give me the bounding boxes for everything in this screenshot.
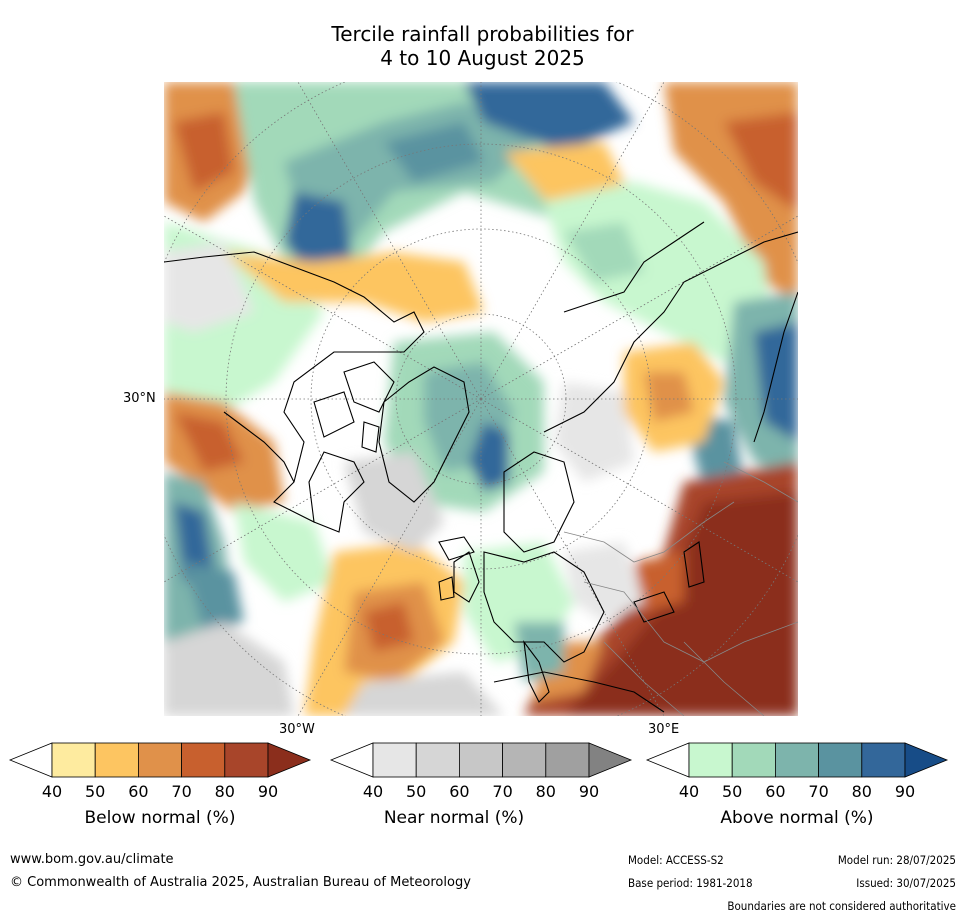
colorbar-near-tick-label: 70 [492,782,513,801]
colorbar-near-svg [329,742,633,778]
colorbar-below-low-arrow [8,742,53,778]
chart-title: Tercile rainfall probabilities for 4 to … [0,22,965,70]
colorbar-below-segment [51,742,96,778]
colorbar-above-tick-label: 70 [808,782,829,801]
forecast-map [164,82,798,716]
ticks-near: 40 50 60 70 80 90 [331,782,631,802]
colorbar-above-segment [731,742,776,778]
colorbar-below-segment [224,742,269,778]
colorbar-above-tick-label: 90 [894,782,916,801]
title-line-2: 4 to 10 August 2025 [380,46,585,70]
colorbar-above-tick-label: 80 [851,782,872,801]
map-svg [164,82,798,716]
colorbar-below-title: Below normal (%) [84,808,236,828]
colorbar-below-normal [8,742,312,779]
graticule [164,82,798,716]
colorbar-above-high-arrow [904,742,949,778]
coastlines [164,221,798,713]
colorbar-near-segment [545,742,590,778]
probability-fields [164,82,798,716]
footer-copyright: © Commonwealth of Australia 2025, Austra… [10,875,471,890]
ticks-above: 40 50 60 70 80 90 [647,782,947,802]
ticks-below: 40 50 60 70 80 90 [10,782,310,802]
footer-base-period: Base period: 1981-2018 [628,876,753,890]
colorbar-below-high-arrow [267,742,312,778]
country-boundaries [563,461,798,716]
colorbar-below-tick-label: 80 [214,782,235,801]
colorbar-above-svg [645,742,949,778]
colorbar-near-tick-label: 50 [406,782,427,801]
colorbar-below-segment [94,742,139,778]
colorbar-near-tick-label: 60 [449,782,470,801]
colorbar-above-segment [818,742,863,778]
colorbar-near-segment [372,742,417,778]
colorbar-near-high-arrow [588,742,633,778]
lon-label-30w: 30°W [279,722,315,737]
footer-disclaimer: Boundaries are not considered authoritat… [727,899,956,913]
colorbar-near-normal [329,742,633,779]
colorbar-below-tick-label: 70 [171,782,192,801]
footer-issued: Issued: 30/07/2025 [856,876,956,890]
colorbar-above-normal [645,742,949,779]
colorbar-below-segment [137,742,182,778]
colorbar-above-tick-label: 40 [678,782,700,801]
colorbar-below-tick-label: 50 [85,782,106,801]
colorbar-below-svg [8,742,312,778]
title-line-1: Tercile rainfall probabilities for [331,22,634,46]
lon-label-30e: 30°E [648,722,680,737]
colorbar-near-low-arrow [329,742,374,778]
colorbar-near-tick-label: 80 [535,782,556,801]
footer-url[interactable]: www.bom.gov.au/climate [10,852,174,867]
footer-model-run: Model run: 28/07/2025 [837,853,956,867]
colorbar-below-tick-label: 40 [41,782,63,801]
colorbar-near-title: Near normal (%) [383,808,525,828]
colorbar-below-segment [181,742,226,778]
colorbar-near-tick-label: 90 [578,782,600,801]
colorbar-near-tick-label: 40 [362,782,384,801]
colorbar-above-tick-label: 50 [722,782,743,801]
colorbar-below-tick-label: 90 [257,782,279,801]
colorbar-above-low-arrow [645,742,690,778]
colorbar-above-segment [688,742,733,778]
colorbar-near-segment [502,742,547,778]
footer-model: Model: ACCESS-S2 [628,853,724,867]
colorbar-above-title: Above normal (%) [720,808,874,828]
colorbar-above-segment [774,742,819,778]
colorbar-above-tick-label: 60 [765,782,786,801]
lat-label-30n: 30°N [123,391,156,406]
colorbar-near-segment [458,742,503,778]
colorbar-above-segment [861,742,906,778]
colorbar-below-tick-label: 60 [128,782,149,801]
colorbar-near-segment [415,742,460,778]
